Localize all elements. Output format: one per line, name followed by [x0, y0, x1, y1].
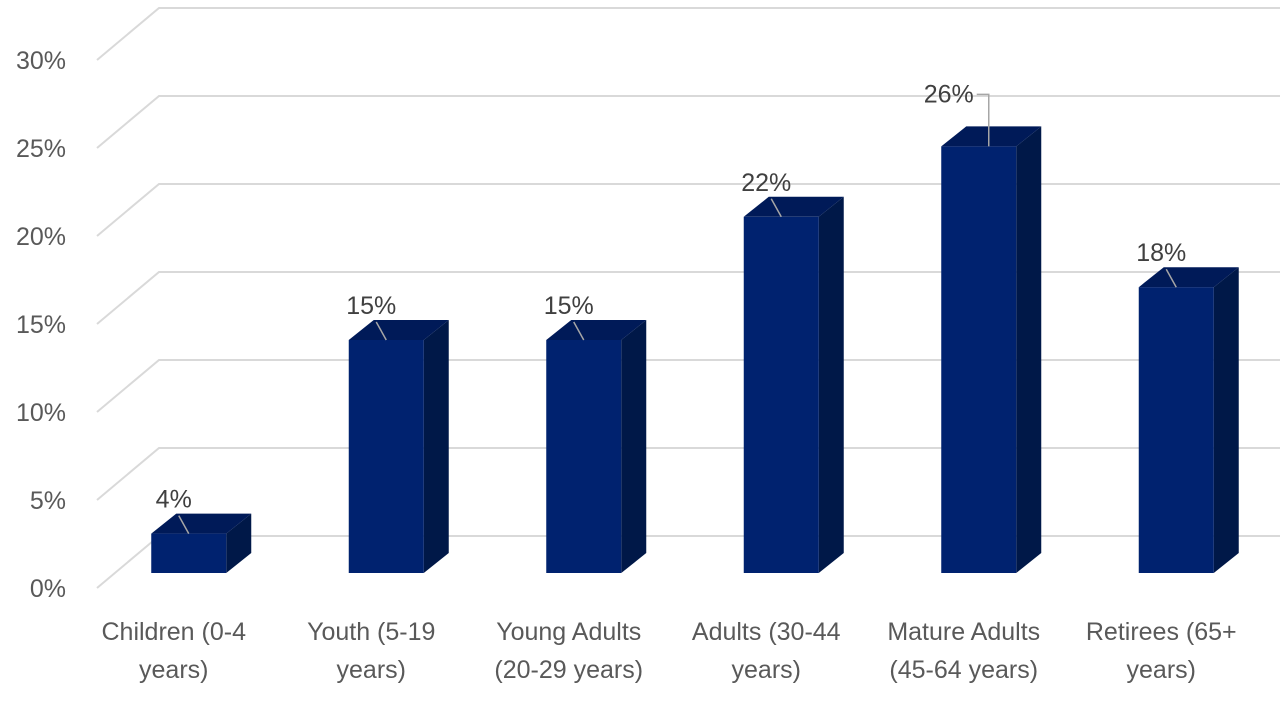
y-axis-ticks: 0% 5% 10% 15% 20% 25% 30%	[16, 47, 66, 603]
bar-top	[941, 126, 1042, 147]
bar-top	[743, 196, 844, 217]
gridlines	[96, 7, 1280, 589]
bar	[1138, 267, 1239, 573]
bar-top	[1138, 267, 1239, 288]
category-label: Retirees (65+ years)	[1086, 618, 1237, 684]
gridline	[96, 447, 1280, 501]
bar-top	[348, 320, 449, 340]
data-label: 26%	[924, 80, 974, 108]
data-label: 15%	[544, 292, 594, 320]
bar	[348, 320, 449, 573]
category-labels: Children (0-4 years) Youth (5-19 years) Youn…	[101, 618, 1236, 684]
bar-front	[1138, 287, 1214, 573]
gridline	[96, 183, 1280, 237]
gridline	[96, 7, 1280, 61]
bar-top	[546, 320, 647, 340]
gridline	[96, 359, 1280, 413]
y-tick-label: 0%	[30, 575, 66, 603]
gridline	[96, 271, 1280, 325]
y-tick-label: 10%	[16, 399, 66, 427]
leader-line	[1165, 268, 1177, 288]
leader-line	[178, 515, 190, 534]
bar-front	[348, 340, 424, 573]
category-label: Mature Adults (45-64 years)	[887, 618, 1040, 684]
gridline	[96, 535, 1280, 589]
leader-line	[573, 321, 585, 341]
bar-front	[743, 216, 819, 574]
bar	[743, 196, 844, 574]
bar-side	[423, 320, 449, 573]
leader-line	[375, 321, 387, 341]
category-label: Children (0-4 years)	[101, 618, 246, 684]
data-label: 18%	[1136, 239, 1186, 267]
gridline	[96, 95, 1280, 149]
bar-front	[151, 533, 227, 573]
bar	[941, 126, 1042, 574]
data-label: 22%	[741, 169, 791, 197]
leader-line	[770, 198, 782, 218]
y-tick-label: 15%	[16, 311, 66, 339]
category-label: Youth (5-19 years)	[307, 618, 435, 684]
y-tick-label: 25%	[16, 135, 66, 163]
bar-front	[941, 146, 1017, 573]
bar-front	[546, 340, 622, 573]
bar	[546, 320, 647, 573]
bar-side	[818, 196, 844, 574]
bar-top	[151, 513, 252, 534]
leader-line	[976, 93, 990, 147]
bar-side	[1016, 126, 1042, 574]
category-label: Young Adults (20-29 years)	[494, 618, 643, 684]
y-tick-label: 5%	[30, 487, 66, 515]
data-label: 15%	[346, 292, 396, 320]
data-labels: 4% 15% 15% 22% 26% 18%	[156, 80, 1186, 534]
y-tick-label: 30%	[16, 47, 66, 75]
bar-side	[226, 513, 252, 573]
bar-side	[621, 320, 647, 573]
data-label: 4%	[156, 486, 192, 514]
bar-side	[1213, 267, 1239, 573]
bars	[151, 126, 1239, 574]
category-label: Adults (30-44 years)	[692, 618, 841, 684]
bar	[151, 513, 252, 573]
y-tick-label: 20%	[16, 223, 66, 251]
